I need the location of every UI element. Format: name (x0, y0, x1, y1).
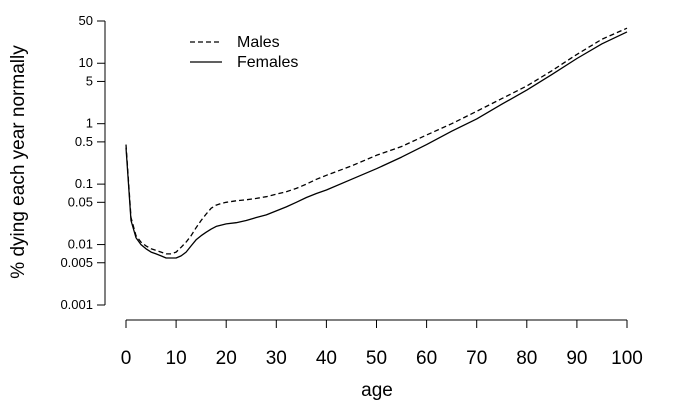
x-tick-label: 100 (611, 348, 643, 369)
y-tick-label: 0.01 (68, 237, 93, 252)
y-axis: 50 10 5 1 0.5 0.1 0.05 0.01 0.005 0.001 (60, 13, 106, 312)
y-tick-label: 0.1 (75, 176, 93, 191)
legend: Males Females (190, 34, 298, 71)
y-tick-label: 50 (79, 13, 93, 28)
y-axis-title: % dying each year normally (8, 45, 29, 279)
series-lines (125, 27, 628, 259)
x-axis: 0 10 20 30 40 50 60 70 80 90 100 (121, 319, 643, 369)
x-axis-title: age (361, 380, 393, 401)
x-tick-label: 10 (166, 348, 187, 369)
y-tick-label: 10 (79, 55, 93, 70)
legend-label-females: Females (237, 54, 298, 71)
x-tick-label: 70 (466, 348, 487, 369)
y-tick-label: 0.001 (60, 297, 93, 312)
x-tick-label: 50 (366, 348, 387, 369)
series-line-females (125, 31, 628, 259)
x-tick-label: 60 (416, 348, 437, 369)
y-tick-label: 0.005 (60, 255, 93, 270)
x-tick-label: 40 (316, 348, 337, 369)
y-tick-label: 5 (86, 73, 93, 88)
series-line-males (125, 27, 628, 255)
x-tick-label: 0 (121, 348, 132, 369)
y-tick-label: 1 (86, 116, 93, 131)
y-tick-label: 0.05 (68, 194, 93, 209)
legend-label-males: Males (237, 34, 280, 51)
y-tick-label: 0.5 (75, 134, 93, 149)
x-tick-label: 20 (216, 348, 237, 369)
x-tick-label: 90 (566, 348, 587, 369)
x-tick-label: 30 (266, 348, 287, 369)
x-tick-label: 80 (516, 348, 537, 369)
